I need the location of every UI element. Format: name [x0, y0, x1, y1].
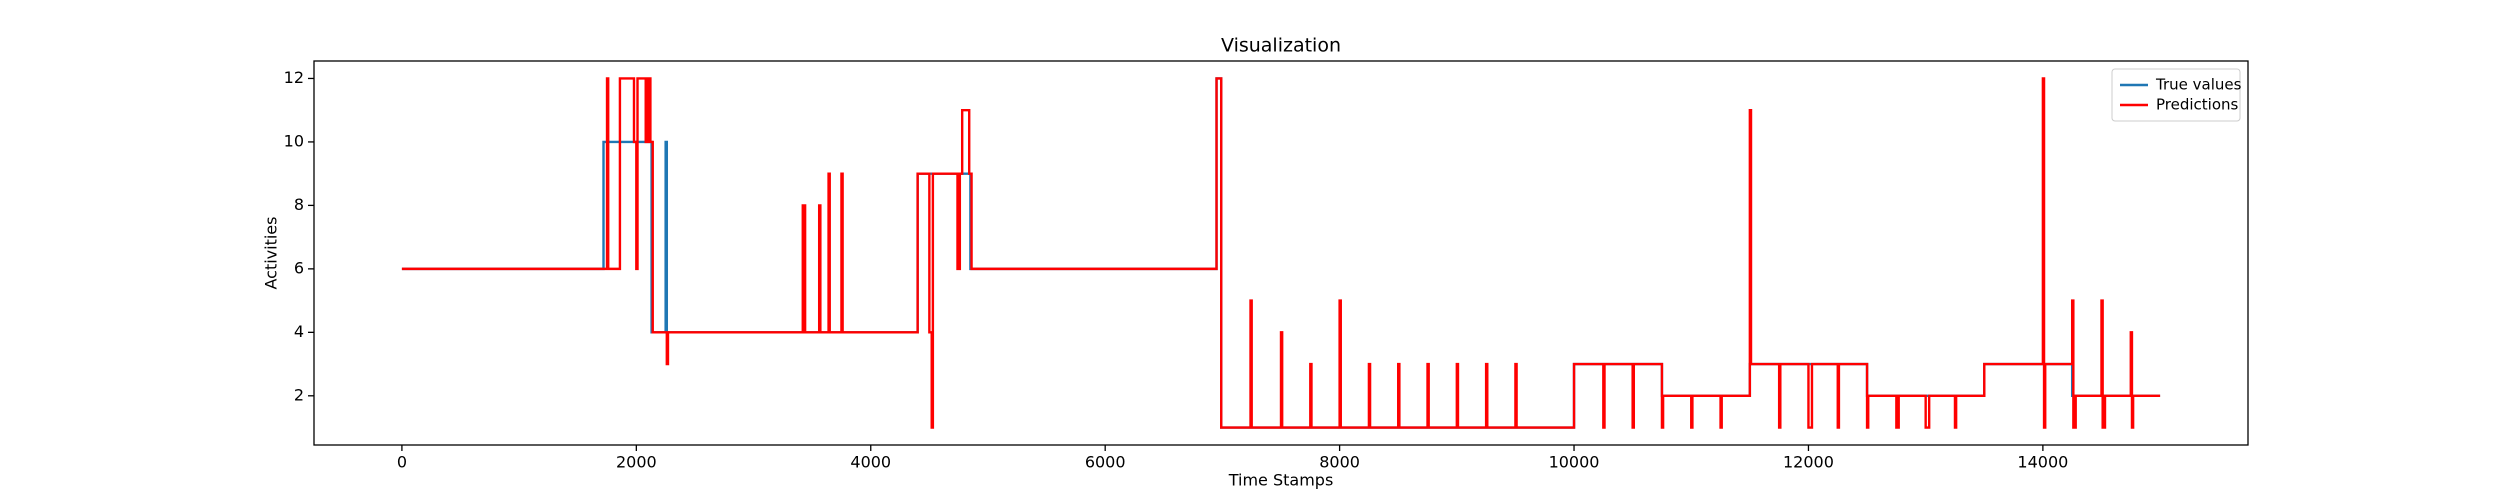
y-tick-label: 2: [294, 385, 304, 404]
legend-label: Predictions: [2156, 96, 2239, 114]
x-tick-label: 4000: [850, 453, 891, 472]
y-axis-label: Activities: [262, 217, 281, 290]
x-tick-label: 2000: [616, 453, 657, 472]
y-tick-label: 8: [294, 195, 304, 214]
x-tick-label: 0: [397, 453, 407, 472]
legend-label: True values: [2155, 76, 2242, 94]
y-tick-label: 12: [284, 68, 304, 87]
y-tick-label: 4: [294, 322, 304, 341]
legend-box: [2111, 68, 2241, 122]
x-tick-label: 8000: [1319, 453, 1360, 472]
chart-title: Visualization: [1221, 35, 1341, 57]
x-tick-label: 14000: [2017, 453, 2068, 472]
y-tick-label: 6: [294, 258, 304, 277]
x-axis-label: Time Stamps: [1228, 471, 1334, 490]
x-tick-label: 12000: [1783, 453, 1834, 472]
y-tick-label: 10: [284, 131, 304, 150]
x-tick-label: 10000: [1549, 453, 1600, 472]
series-line: [401, 77, 2161, 429]
x-tick-label: 6000: [1085, 453, 1126, 472]
plot-frame: [313, 60, 2249, 446]
